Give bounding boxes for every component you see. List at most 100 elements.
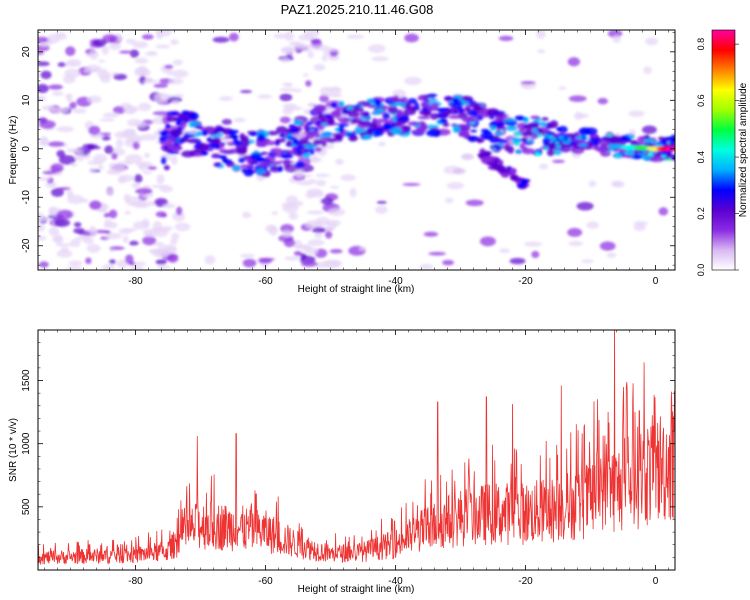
heatmap-cell xyxy=(633,148,639,155)
heatmap-cell xyxy=(50,163,64,173)
heatmap-cell xyxy=(269,165,279,170)
heatmap-cell xyxy=(56,126,74,133)
heatmap-cell xyxy=(382,122,392,131)
heatmap-cell xyxy=(241,211,252,219)
x-tick-label: -80 xyxy=(128,576,143,587)
heatmap-cell xyxy=(103,212,110,218)
heatmap-cell xyxy=(152,111,171,116)
heatmap-cell xyxy=(326,219,341,227)
heatmap-cell xyxy=(558,136,565,140)
heatmap-cell xyxy=(314,233,323,239)
heatmap-cell xyxy=(194,126,203,129)
y-tick-label: 1500 xyxy=(21,369,32,392)
spectrogram-ticks: -80 -60 -40 -20 0 -20 -10 0 10 20 xyxy=(21,30,675,287)
heatmap-cell xyxy=(376,200,387,205)
heatmap-cell xyxy=(333,110,342,118)
heatmap-cell xyxy=(39,42,50,47)
colorbar-tick-label: 0.6 xyxy=(696,94,706,107)
heatmap-cell xyxy=(178,140,185,144)
heatmap-cell xyxy=(311,154,319,163)
heatmap-cell xyxy=(155,44,171,49)
heatmap-cell xyxy=(221,118,233,125)
heatmap-cell xyxy=(419,263,434,270)
heatmap-cell xyxy=(543,146,549,151)
heatmap-cell xyxy=(442,259,455,266)
heatmap-cell xyxy=(356,107,364,112)
heatmap-cell xyxy=(647,151,653,157)
heatmap-cell xyxy=(573,111,583,121)
heatmap-cell xyxy=(404,101,412,110)
heatmap-cell xyxy=(257,159,263,163)
heatmap-cell xyxy=(448,114,462,119)
heatmap-cell xyxy=(503,118,517,123)
heatmap-cell xyxy=(198,143,210,151)
heatmap-cell xyxy=(308,178,317,183)
heatmap-cell xyxy=(631,154,643,160)
heatmap-cell xyxy=(233,140,243,147)
heatmap-cell xyxy=(92,39,107,47)
heatmap-cell xyxy=(307,50,314,59)
heatmap-cell xyxy=(321,55,328,62)
heatmap-cell xyxy=(142,170,153,175)
heatmap-cell xyxy=(115,161,133,166)
heatmap-cell xyxy=(461,101,470,105)
heatmap-cell xyxy=(428,251,446,256)
heatmap-cell xyxy=(156,174,165,185)
y-tick-label: -10 xyxy=(21,190,32,205)
heatmap-cell xyxy=(172,59,183,66)
x-tick-label: -60 xyxy=(258,576,273,587)
heatmap-cell xyxy=(526,135,533,140)
heatmap-cell xyxy=(45,181,58,188)
heatmap-cell xyxy=(89,50,99,60)
heatmap-cell xyxy=(358,128,367,133)
heatmap-cell xyxy=(341,110,350,115)
heatmap-cell xyxy=(489,137,500,143)
heatmap-cell xyxy=(633,221,649,226)
heatmap-cell xyxy=(50,187,64,197)
heatmap-cell xyxy=(558,86,567,91)
heatmap-cell xyxy=(128,240,139,246)
heatmap-cell xyxy=(495,122,505,127)
heatmap-cell xyxy=(368,44,386,53)
heatmap-cell xyxy=(293,120,303,125)
heatmap-cell xyxy=(453,110,458,114)
heatmap-cell xyxy=(520,81,536,85)
heatmap-cell xyxy=(170,39,179,46)
heatmap-cell xyxy=(461,153,474,160)
heatmap-cell xyxy=(514,115,525,121)
heatmap-cell xyxy=(284,164,300,173)
heatmap-cell xyxy=(125,196,142,207)
heatmap-cell xyxy=(480,128,490,134)
heatmap-cell xyxy=(239,133,246,141)
heatmap-cell xyxy=(509,167,517,175)
heatmap-cell xyxy=(403,108,416,116)
heatmap-cell xyxy=(338,125,345,134)
heatmap-cell xyxy=(302,152,311,159)
heatmap-cell xyxy=(135,205,149,209)
heatmap-cell xyxy=(327,208,346,217)
heatmap-cell xyxy=(537,127,543,135)
heatmap-cell xyxy=(578,143,588,147)
heatmap-cell xyxy=(306,188,323,196)
heatmap-cell xyxy=(282,203,299,214)
heatmap-cell xyxy=(401,125,412,131)
heatmap-cell xyxy=(216,127,222,131)
heatmap-cell xyxy=(538,163,549,170)
heatmap-cell xyxy=(58,155,76,165)
heatmap-cell xyxy=(612,35,622,43)
heatmap-cell xyxy=(530,115,540,120)
heatmap-cell xyxy=(55,243,73,247)
heatmap-cell xyxy=(321,259,340,269)
heatmap-cell xyxy=(64,68,81,78)
heatmap-cell xyxy=(139,75,146,85)
heatmap-cell xyxy=(621,154,634,158)
heatmap-cell xyxy=(315,179,327,187)
heatmap-cell xyxy=(41,105,55,111)
heatmap-cell xyxy=(301,261,318,267)
heatmap-cell xyxy=(111,152,118,160)
snr-panel: -80 -60 -40 -20 0 500 1000 1500 Height of strai… xyxy=(8,329,676,595)
heatmap-cell xyxy=(232,165,241,171)
heatmap-cell xyxy=(421,124,427,132)
heatmap-cell xyxy=(101,264,115,270)
heatmap-cell xyxy=(53,234,64,245)
